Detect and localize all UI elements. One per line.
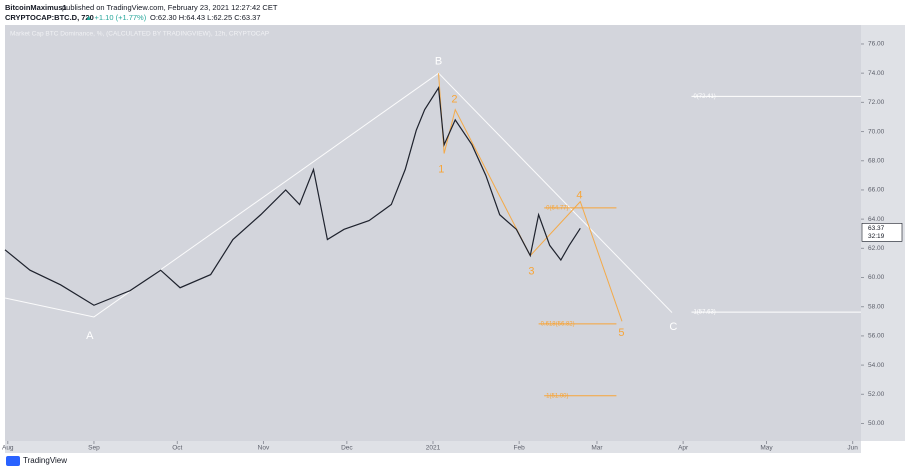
y-tick-label: 74.00 <box>868 70 885 77</box>
y-tick-label: 50.00 <box>868 420 885 427</box>
x-tick-label: Dec <box>341 445 353 452</box>
fib-label: 0.618(56.82) <box>541 322 575 328</box>
fib-label: 0(72.41) <box>693 94 715 100</box>
wave-label: 5 <box>618 327 624 339</box>
wave-label: 4 <box>576 190 582 202</box>
x-tick-label: Feb <box>514 445 526 452</box>
y-tick-label: 52.00 <box>868 391 885 398</box>
fib-label: 0(64.77) <box>546 205 568 211</box>
wave-label: B <box>435 55 442 67</box>
wave-label: A <box>86 330 94 342</box>
plot-area <box>5 25 861 441</box>
published: published on TradingView.com, February 2… <box>62 3 278 12</box>
y-tick-label: 58.00 <box>868 303 885 310</box>
x-tick-label: Aug <box>2 445 14 452</box>
price-line <box>4 85 581 306</box>
wave-label: C <box>669 321 677 333</box>
x-tick-label: Nov <box>258 445 270 452</box>
x-tick-label: Apr <box>678 445 689 452</box>
y-tick-label: 60.00 <box>868 274 885 281</box>
ohlc: O:62.30 H:64.43 L:62.25 C:63.37 <box>150 13 261 22</box>
last-price: 63.37 <box>868 225 885 232</box>
y-tick-label: 70.00 <box>868 128 885 135</box>
fib-label: 1(57.63) <box>693 310 715 316</box>
y-tick-label: 68.00 <box>868 157 885 164</box>
y-tick-label: 54.00 <box>868 362 885 369</box>
wave-line <box>4 72 673 318</box>
y-tick-label: 56.00 <box>868 333 885 340</box>
y-tick-label: 66.00 <box>868 187 885 194</box>
x-tick-label: Sep <box>88 445 100 452</box>
x-tick-label: Jun <box>847 445 858 452</box>
last-price-box <box>861 223 903 242</box>
wave-label: 3 <box>528 266 534 278</box>
countdown: 32:19 <box>868 233 885 240</box>
brand: TradingView <box>23 456 67 465</box>
x-tick-label: May <box>760 445 773 452</box>
fib-label: 1(51.90) <box>546 393 568 399</box>
x-tick-label: Mar <box>591 445 603 452</box>
y-tick-label: 62.00 <box>868 245 885 252</box>
change: ▲ +1.10 (+1.77%) <box>85 13 147 22</box>
logo-icon <box>6 456 20 466</box>
y-tick-label: 76.00 <box>868 41 885 48</box>
x-tick-label: Oct <box>172 445 182 452</box>
symbol: CRYPTOCAP:BTC.D, 720 <box>5 13 94 22</box>
wave-label: 1 <box>438 163 444 175</box>
x-tick-label: 2021 <box>426 445 441 452</box>
y-tick-label: 72.00 <box>868 99 885 106</box>
time-axis <box>5 441 861 453</box>
wave-label: 2 <box>451 93 457 105</box>
author: BitcoinMaximus1 <box>5 3 67 12</box>
y-tick-label: 64.00 <box>868 216 885 223</box>
chart-title: Market Cap BTC Dominance, %, (CALCULATED… <box>10 31 269 38</box>
